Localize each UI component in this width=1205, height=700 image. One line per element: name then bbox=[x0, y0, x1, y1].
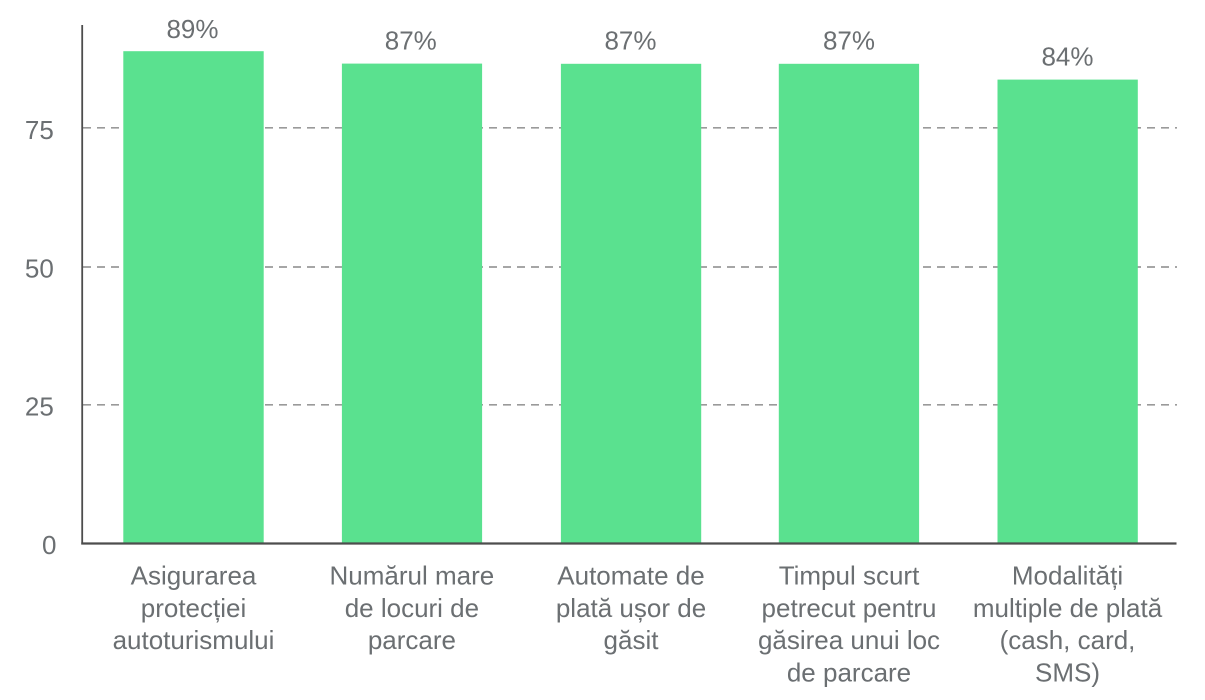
svg-text:75: 75 bbox=[25, 115, 54, 145]
svg-text:Asigurarea: Asigurarea bbox=[131, 560, 257, 590]
svg-text:(cash, card,: (cash, card, bbox=[1000, 625, 1136, 655]
svg-text:autoturismului: autoturismului bbox=[113, 625, 275, 655]
svg-text:parcare: parcare bbox=[368, 625, 456, 655]
svg-text:SMS): SMS) bbox=[1035, 658, 1100, 688]
svg-text:găsirea unui loc: găsirea unui loc bbox=[758, 625, 940, 655]
svg-text:50: 50 bbox=[25, 254, 54, 284]
svg-text:87%: 87% bbox=[385, 26, 437, 56]
svg-text:petrecut pentru: petrecut pentru bbox=[762, 593, 937, 623]
svg-text:0: 0 bbox=[42, 530, 56, 560]
svg-text:protecției: protecției bbox=[141, 593, 247, 623]
svg-text:Modalități: Modalități bbox=[1012, 560, 1123, 590]
svg-text:de parcare: de parcare bbox=[787, 658, 911, 688]
svg-text:84%: 84% bbox=[1041, 41, 1093, 71]
svg-text:89%: 89% bbox=[166, 14, 218, 44]
svg-text:găsit: găsit bbox=[604, 625, 660, 655]
svg-text:87%: 87% bbox=[604, 26, 656, 56]
svg-text:Automate de: Automate de bbox=[557, 560, 704, 590]
svg-text:25: 25 bbox=[25, 391, 54, 421]
svg-text:multiple de plată: multiple de plată bbox=[973, 593, 1163, 623]
svg-text:87%: 87% bbox=[823, 26, 875, 56]
svg-text:plată ușor de: plată ușor de bbox=[556, 593, 706, 623]
svg-text:de locuri de: de locuri de bbox=[345, 593, 479, 623]
svg-text:Timpul scurt: Timpul scurt bbox=[779, 560, 920, 590]
svg-text:Numărul mare: Numărul mare bbox=[330, 560, 495, 590]
